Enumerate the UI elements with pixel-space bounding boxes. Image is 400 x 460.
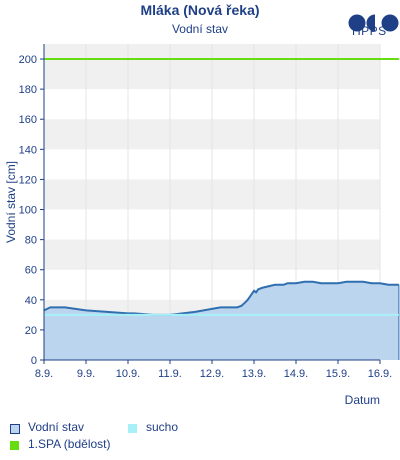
y-tick-label: 140 [19, 144, 37, 156]
x-tick-label: 11.9. [158, 368, 182, 380]
x-tick-label: 15.9. [326, 368, 350, 380]
y-tick-label: 40 [25, 295, 37, 307]
y-tick-label: 180 [19, 84, 37, 96]
y-tick-label: 100 [19, 205, 37, 217]
legend-item-spa1: 1.SPA (bdělost) [28, 437, 111, 451]
legend-item-drought: sucho [146, 420, 179, 434]
y-tick-label: 60 [25, 265, 37, 277]
x-tick-label: 14.9. [284, 368, 308, 380]
chart-title: Mláka (Nová řeka) [140, 2, 260, 18]
x-tick-label: 8.9. [35, 368, 53, 380]
x-axis-title: Datum [345, 393, 380, 407]
x-tick-label: 12.9. [200, 368, 224, 380]
y-tick-label: 80 [25, 235, 37, 247]
x-tick-label: 9.9. [77, 368, 95, 380]
chart-subtitle: Vodní stav [171, 22, 229, 36]
hpps-logo-icon [348, 14, 399, 32]
legend-swatch-water-level [10, 424, 20, 434]
logo-text: HPPS [352, 24, 387, 38]
legend-swatch-drought [128, 424, 137, 433]
y-tick-label: 20 [25, 325, 37, 337]
x-tick-label: 16.9. [368, 368, 392, 380]
y-tick-label: 160 [19, 114, 37, 126]
y-tick-label: 200 [19, 54, 37, 66]
x-tick-label: 13.9. [242, 368, 266, 380]
water-level-area [44, 281, 399, 360]
legend-swatch-spa1 [10, 441, 19, 450]
x-tick-label: 10.9. [116, 368, 140, 380]
y-tick-label: 120 [19, 174, 37, 186]
y-axis-title: Vodní stav [cm] [4, 161, 18, 243]
y-tick-label: 0 [31, 355, 37, 367]
legend-item-water-level: Vodní stav [28, 420, 85, 434]
